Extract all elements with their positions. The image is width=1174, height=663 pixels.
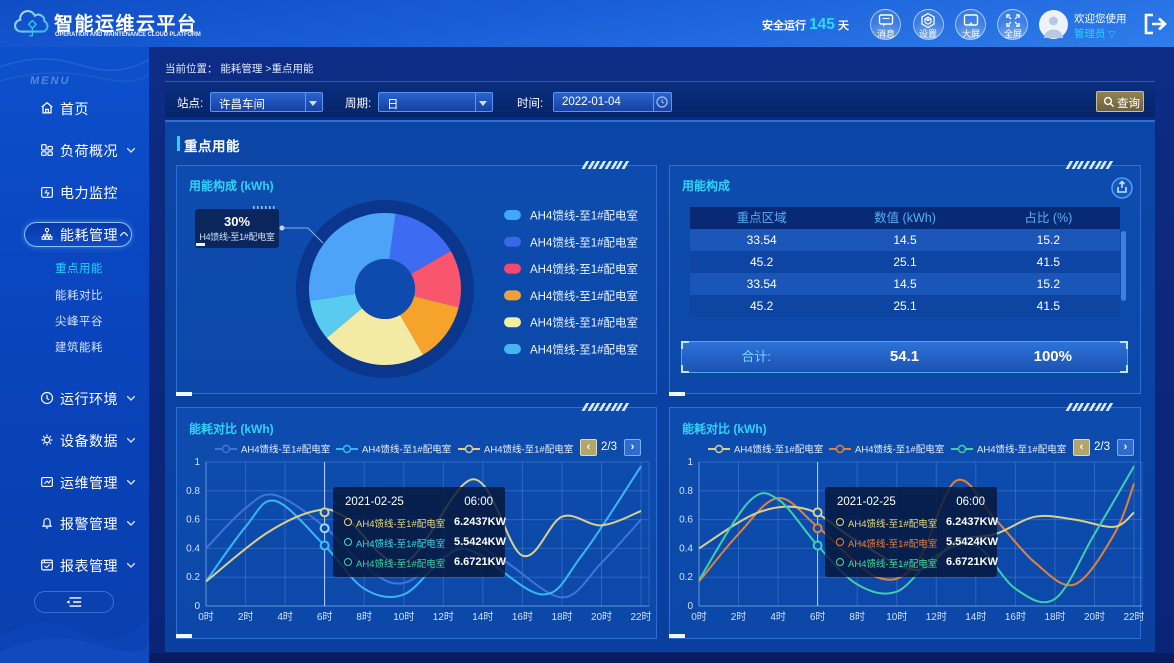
svg-text:22时: 22时 bbox=[1123, 611, 1144, 623]
svg-text:0时: 0时 bbox=[691, 611, 707, 623]
svg-text:4时: 4时 bbox=[277, 611, 293, 623]
svg-text:2时: 2时 bbox=[238, 611, 254, 623]
svg-text:18时: 18时 bbox=[1044, 611, 1065, 623]
svg-text:AH4馈线-至1#配电室: AH4馈线-至1#配电室 bbox=[530, 209, 638, 223]
svg-text:AH4馈线-至1#配电室: AH4馈线-至1#配电室 bbox=[855, 444, 944, 456]
svg-text:0.8: 0.8 bbox=[186, 486, 200, 497]
svg-text:8时: 8时 bbox=[849, 611, 865, 623]
svg-text:6时: 6时 bbox=[810, 611, 826, 623]
svg-text:AH4馈线-至1#配电室: AH4馈线-至1#配电室 bbox=[530, 343, 638, 357]
svg-text:16时: 16时 bbox=[1005, 611, 1026, 623]
svg-text:1: 1 bbox=[194, 457, 200, 468]
svg-text:0: 0 bbox=[194, 601, 200, 612]
svg-text:20时: 20时 bbox=[1084, 611, 1105, 623]
svg-text:AH4馈线-至1#配电室: AH4馈线-至1#配电室 bbox=[484, 444, 573, 456]
svg-text:10时: 10时 bbox=[886, 611, 907, 623]
svg-text:AH4馈线-至1#配电室: AH4馈线-至1#配电室 bbox=[530, 235, 638, 249]
svg-text:0.2: 0.2 bbox=[679, 572, 693, 583]
svg-text:0.6: 0.6 bbox=[186, 515, 200, 526]
svg-text:AH4馈线-至1#配电室: AH4馈线-至1#配电室 bbox=[530, 289, 638, 303]
svg-text:12时: 12时 bbox=[433, 611, 454, 623]
svg-text:0.4: 0.4 bbox=[186, 543, 200, 554]
svg-text:8时: 8时 bbox=[356, 611, 372, 623]
svg-text:12时: 12时 bbox=[926, 611, 947, 623]
svg-text:AH4馈线-至1#配电室: AH4馈线-至1#配电室 bbox=[977, 444, 1066, 456]
svg-text:16时: 16时 bbox=[512, 611, 533, 623]
svg-text:0.6: 0.6 bbox=[679, 515, 693, 526]
svg-text:18时: 18时 bbox=[551, 611, 572, 623]
svg-text:0.2: 0.2 bbox=[186, 572, 200, 583]
svg-text:6时: 6时 bbox=[317, 611, 333, 623]
svg-text:AH4馈线-至1#配电室: AH4馈线-至1#配电室 bbox=[530, 316, 638, 330]
svg-text:14时: 14时 bbox=[472, 611, 493, 623]
svg-text:0时: 0时 bbox=[198, 611, 214, 623]
svg-text:1: 1 bbox=[687, 457, 693, 468]
svg-text:AH4馈线-至1#配电室: AH4馈线-至1#配电室 bbox=[734, 444, 823, 456]
svg-text:AH4馈线-至1#配电室: AH4馈线-至1#配电室 bbox=[530, 262, 638, 276]
svg-text:AH4馈线-至1#配电室: AH4馈线-至1#配电室 bbox=[241, 444, 330, 456]
svg-text:20时: 20时 bbox=[591, 611, 612, 623]
svg-text:10时: 10时 bbox=[393, 611, 414, 623]
svg-text:0: 0 bbox=[687, 601, 693, 612]
svg-text:0.4: 0.4 bbox=[679, 543, 693, 554]
svg-text:22时: 22时 bbox=[630, 611, 651, 623]
svg-text:AH4馈线-至1#配电室: AH4馈线-至1#配电室 bbox=[362, 444, 451, 456]
svg-text:4时: 4时 bbox=[770, 611, 786, 623]
svg-text:2时: 2时 bbox=[731, 611, 747, 623]
svg-text:0.8: 0.8 bbox=[679, 486, 693, 497]
svg-text:14时: 14时 bbox=[965, 611, 986, 623]
